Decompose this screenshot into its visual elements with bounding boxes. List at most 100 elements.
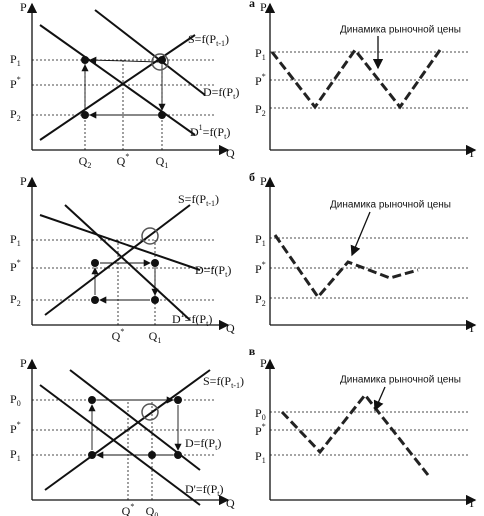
curve-label: S=f(Pt-1)	[188, 32, 229, 49]
quantity-label: Q1	[149, 329, 162, 346]
curve-label: D=f(Pt)	[185, 436, 221, 453]
point	[174, 396, 182, 404]
point	[151, 259, 159, 267]
label-part: t-1	[216, 39, 225, 48]
label-part: P	[255, 406, 262, 420]
label-part: 1	[181, 310, 185, 319]
price-dynamics	[273, 234, 419, 300]
label-part: 1	[17, 239, 21, 248]
x-axis-label: Q	[226, 496, 235, 510]
quantity-label: Q0	[146, 504, 159, 516]
label-part: t-1	[206, 199, 215, 208]
label-part: *	[120, 327, 124, 336]
label-part: =f(P	[203, 125, 225, 139]
label-part: t	[224, 132, 227, 141]
label-part: t	[225, 270, 228, 279]
curve	[39, 24, 196, 136]
panel-label: а	[249, 0, 255, 10]
point	[81, 111, 89, 119]
point	[81, 56, 89, 64]
quantity-label: Q*	[117, 152, 130, 167]
point	[158, 111, 166, 119]
label-part: *	[17, 258, 21, 267]
label-part: )	[225, 32, 229, 46]
price-label: P1	[255, 46, 266, 63]
quantity-label: Q*	[112, 327, 125, 342]
label-part: S=f(P	[178, 192, 206, 206]
label-part: D	[172, 312, 181, 326]
point	[174, 451, 182, 459]
price-label: P1	[10, 232, 21, 249]
price-label: P2	[255, 102, 266, 119]
y-axis-label: P	[260, 0, 267, 14]
label-part: P	[255, 262, 262, 276]
x-axis-label: T	[468, 496, 476, 510]
curve	[39, 214, 201, 271]
label-part: =f(P	[185, 312, 207, 326]
label-part: 2	[87, 161, 91, 170]
point	[148, 451, 156, 459]
label-part: Q	[112, 329, 121, 343]
label-part: Q	[149, 329, 158, 343]
label-part: 2	[17, 114, 21, 123]
annotation: Динамика рыночной цены	[330, 200, 451, 211]
label-part: P	[10, 232, 17, 246]
annotation: Динамика рыночной цены	[340, 375, 461, 386]
label-part: t	[233, 92, 236, 101]
x-axis-label: T	[468, 146, 476, 160]
label-part: P	[255, 292, 262, 306]
label-part: 0	[154, 511, 158, 516]
label-part: *	[125, 152, 129, 161]
label-part: D	[190, 125, 199, 139]
price-label: P1	[255, 449, 266, 466]
label-part: P	[255, 102, 262, 116]
price-label: P*	[10, 420, 21, 435]
price-label: P2	[255, 292, 266, 309]
price-dynamics	[280, 392, 430, 476]
price-dynamics	[270, 47, 442, 110]
label-part: Q	[146, 504, 155, 516]
label-part: 1	[17, 454, 21, 463]
label-part: )	[235, 85, 239, 99]
label-part: t	[206, 319, 209, 328]
label-part: 2	[262, 299, 266, 308]
quantity-label: Q1	[156, 154, 169, 171]
label-part: P	[10, 260, 17, 274]
panel-label: б	[249, 170, 255, 184]
label-part: P	[10, 107, 17, 121]
y-axis-label: P	[260, 174, 267, 188]
label-part: P	[10, 392, 17, 406]
label-part: S=f(P	[188, 32, 216, 46]
equilibrium-ring	[151, 53, 169, 71]
label-part: t	[215, 443, 218, 452]
curve-label: D'=f(Pt)	[185, 482, 224, 499]
curve-label: S=f(Pt-1)	[203, 374, 244, 391]
label-part: 1	[262, 53, 266, 62]
label-part: S=f(P	[203, 374, 231, 388]
curve-label: D=f(Pt)	[203, 85, 239, 102]
y-axis-label: P	[20, 0, 27, 14]
curve-label: D1=f(Pt)	[190, 123, 230, 141]
label-part: *	[130, 502, 134, 511]
price-label: P*	[255, 72, 266, 87]
label-part: 1	[17, 59, 21, 68]
label-part: Q	[79, 154, 88, 168]
label-part: *	[262, 72, 266, 81]
label-part: t-1	[231, 381, 240, 390]
label-part: 0	[17, 399, 21, 408]
curve	[44, 204, 191, 316]
label-part: P	[10, 77, 17, 91]
curve-label: D=f(Pt)	[195, 263, 231, 280]
curve	[94, 9, 206, 96]
point	[151, 296, 159, 304]
curve	[64, 204, 191, 321]
label-part: P	[255, 46, 262, 60]
label-part: P	[10, 447, 17, 461]
label-part: Q	[156, 154, 165, 168]
label-part: P	[255, 449, 262, 463]
cobweb-arrow	[89, 56, 161, 64]
label-part: )	[227, 263, 231, 277]
label-part: )	[215, 192, 219, 206]
label-part: 0	[262, 413, 266, 422]
